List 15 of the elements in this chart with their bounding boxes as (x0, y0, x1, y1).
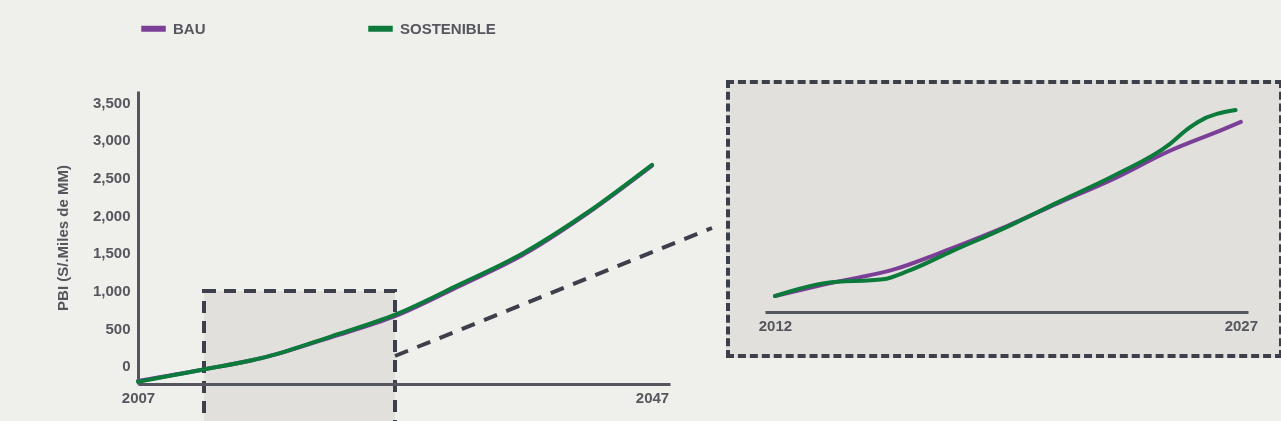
y-tick-label: 0 (122, 357, 131, 375)
y-tick-label: 3,500 (92, 93, 131, 111)
y-tick-label: 500 (105, 319, 131, 337)
y-tick-label: 3,000 (92, 131, 131, 149)
y-axis-title: PBI (S/.Miles de MM) (53, 165, 71, 311)
y-tick-label: 1,000 (92, 282, 131, 300)
y-tick-label: 2,000 (92, 206, 131, 224)
x-tick-label: 2007 (121, 388, 156, 406)
y-tick-label: 2,500 (92, 169, 131, 187)
legend-label: BAU (173, 19, 206, 37)
x-tick-label: 2027 (1224, 316, 1259, 334)
x-tick-label: 2047 (635, 388, 670, 406)
legend-label: SOSTENIBLE (400, 19, 496, 37)
x-tick-label: 2012 (758, 316, 793, 334)
y-tick-label: 1,500 (92, 244, 131, 262)
